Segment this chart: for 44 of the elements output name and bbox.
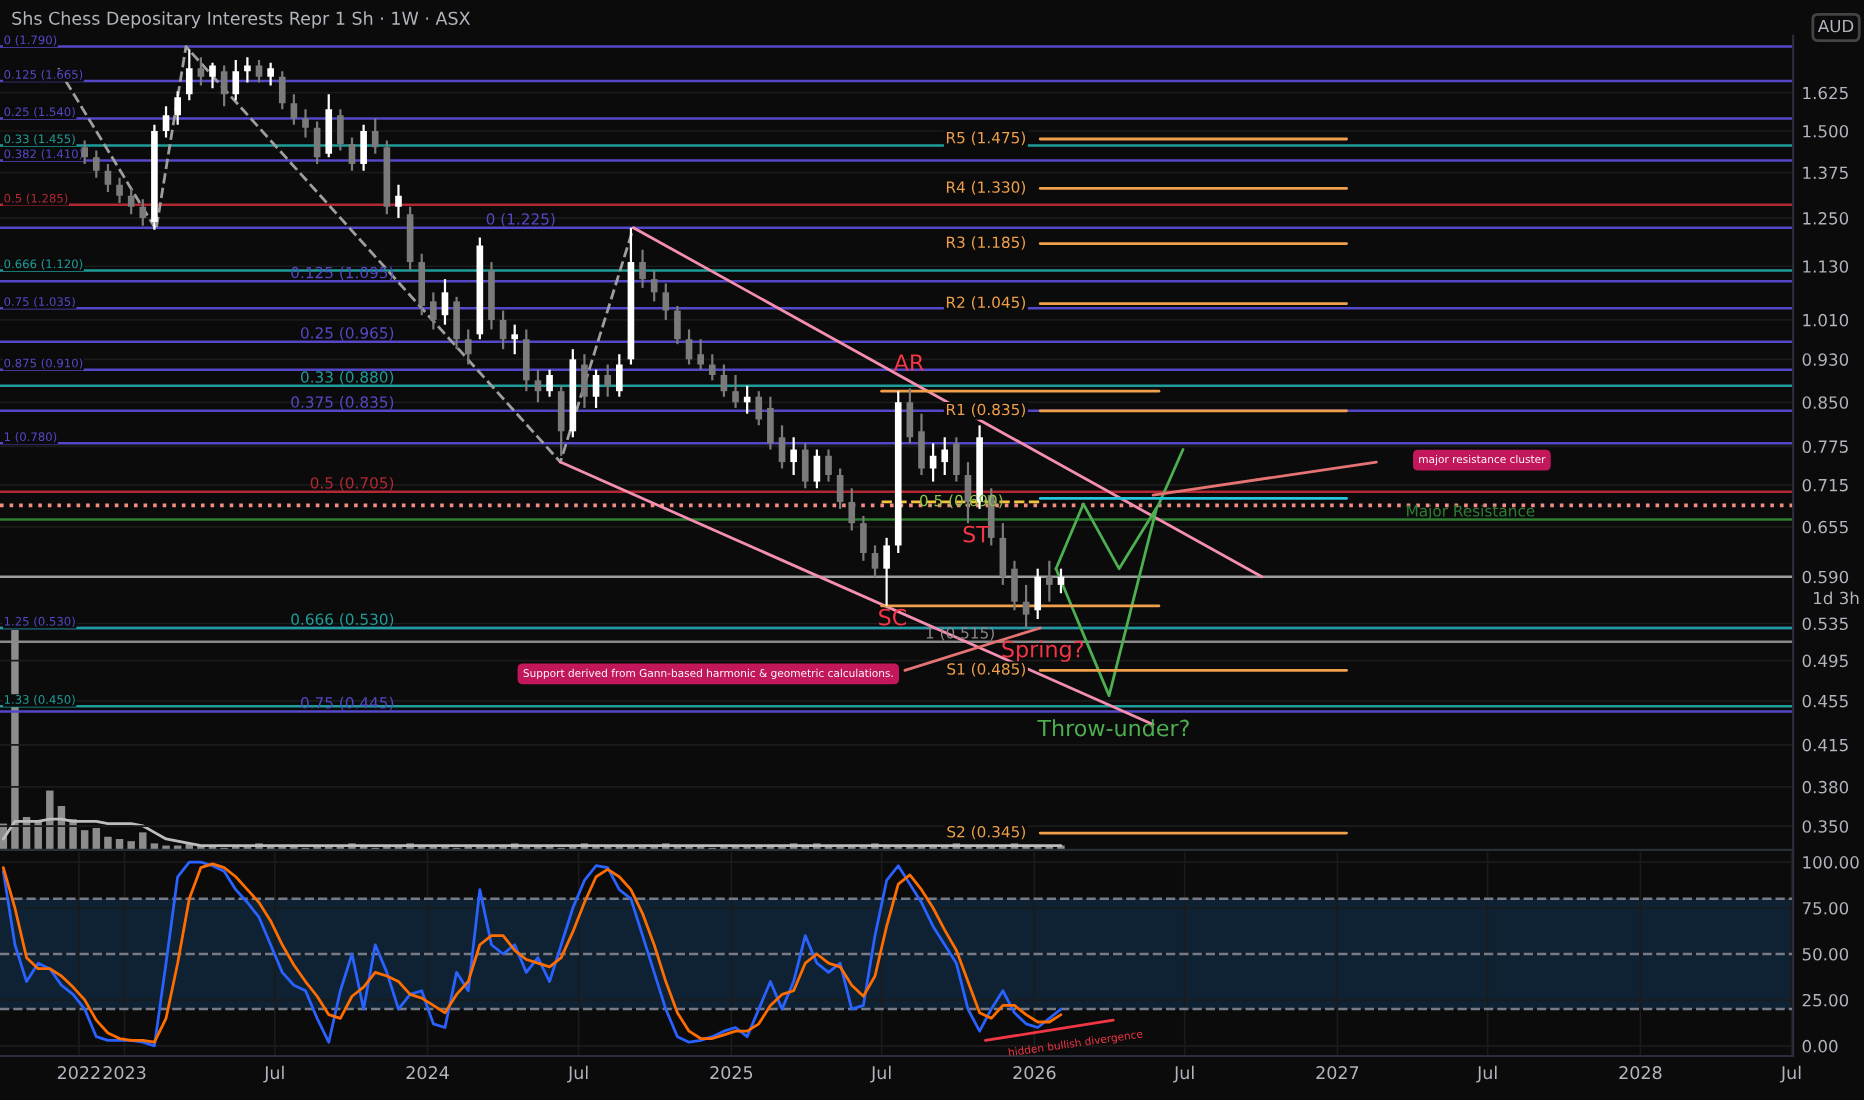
text: AUD [1817,19,1854,33]
y-tick-label: 0.535 [1802,617,1848,631]
chart-title: Shs Chess Depositary Interests Repr 1 Sh · 1W · ASX [12,11,471,29]
annotation: Spring? [1002,640,1083,662]
y-tick-label: 1.130 [1803,260,1849,273]
y-tick-label: 0.590 [1802,570,1849,584]
x-tick-label: Jul [1173,1065,1194,1083]
y-tick-label: 75.00 [1802,901,1849,915]
x-tick-label: 2027 [1316,1066,1359,1080]
x-tick-label: Jul [1780,1065,1801,1083]
text: 1d 3h [1814,591,1859,605]
x-tick-label: 2024 [406,1066,449,1080]
y-tick-label: 1.500 [1803,124,1849,138]
x-tick-label: 2022 [57,1066,100,1080]
annotation: AR [893,354,924,371]
y-tick-label: 1.250 [1803,212,1849,225]
y-tick-label: 0.380 [1802,780,1849,794]
y-tick-label: 1.375 [1803,166,1848,180]
x-tick-label: Jul [1476,1065,1497,1083]
x-tick-label: 2023 [103,1066,146,1080]
y-tick-label: 1.010 [1803,313,1849,327]
y-tick-label: 0.775 [1802,440,1848,453]
y-tick-label: 0.415 [1802,738,1848,752]
y-tick-label: 0.495 [1802,654,1848,668]
annotation: ST [963,525,990,543]
y-tick-label: 0.350 [1802,820,1849,833]
annotation: SC [879,608,907,626]
x-tick-label: Jul [567,1065,588,1083]
y-tick-label: 100.00 [1803,856,1859,869]
y-tick-label: 25.00 [1802,993,1849,1007]
x-tick-label: Jul [263,1065,284,1083]
x-tick-label: 2025 [710,1066,753,1080]
y-tick-label: 0.850 [1802,396,1849,409]
y-tick-label: 0.715 [1802,478,1848,492]
y-tick-label: 0.00 [1802,1039,1838,1053]
x-tick-label: 2028 [1619,1066,1662,1080]
y-tick-label: 0.930 [1802,353,1849,366]
y-tick-label: 0.655 [1802,520,1848,534]
x-tick-label: Jul [870,1065,891,1083]
annotation: Throw-under? [1037,719,1189,737]
x-tick-label: 2026 [1013,1066,1056,1080]
y-tick-label: 0.455 [1802,694,1848,708]
y-tick-label: 1.625 [1803,86,1848,100]
y-tick-label: 50.00 [1802,947,1849,961]
